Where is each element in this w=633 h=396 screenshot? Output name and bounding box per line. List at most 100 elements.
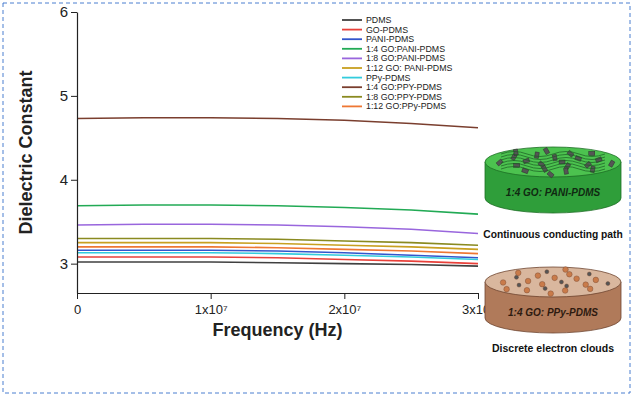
particle (587, 272, 591, 276)
flake (589, 151, 595, 155)
particle (606, 282, 610, 286)
caption: Discrete electron clouds (492, 342, 614, 354)
x-tick-label: 1x10⁷ (195, 302, 228, 317)
y-tick: 6 (60, 3, 77, 20)
y-axis: 3 4 5 6 (60, 3, 78, 293)
x-tick: 1x10⁷ (195, 293, 228, 317)
legend-item: PPy-PDMS (342, 73, 411, 83)
y-tick-mark (71, 180, 77, 181)
legend-swatch (342, 106, 362, 108)
illustration-ppy (485, 267, 621, 333)
particle (587, 286, 593, 292)
legend-label: 1:12 GO:PPy-PDMS (366, 101, 446, 111)
legend: PDMSGO-PDMSPANI-PDMS1:4 GO:PANI-PDMS1:8 … (342, 15, 452, 111)
particle (593, 277, 599, 283)
legend-swatch (342, 48, 362, 50)
chain (501, 158, 605, 163)
series-line (77, 247, 478, 254)
legend-item: 1:12 GO:PPy-PDMS (342, 101, 446, 111)
flake (543, 147, 549, 154)
series-line (77, 224, 478, 233)
y-tick-label: 3 (60, 255, 68, 272)
annotation: 1:4 GO: PPy-PDMS (508, 307, 598, 318)
x-tick-mark (478, 293, 479, 299)
y-axis-line (77, 13, 78, 294)
legend-item: 1:4 GO:PANI-PDMS (342, 44, 445, 54)
series-line (77, 205, 478, 214)
legend-label: 1:8 GO:PPY-PDMS (366, 92, 442, 102)
y-tick-label: 6 (60, 3, 68, 20)
particle (559, 280, 563, 284)
chain (501, 167, 605, 172)
series-line (77, 118, 478, 128)
y-tick-mark (71, 12, 77, 13)
x-tick: 2x10⁷ (328, 293, 361, 317)
legend-swatch (342, 58, 362, 60)
frame (3, 3, 630, 393)
x-tick: 0 (74, 293, 81, 317)
particle (525, 278, 531, 284)
particle (535, 273, 541, 279)
particle (524, 287, 530, 293)
legend-item: PANI-PDMS (342, 34, 414, 44)
particle (517, 283, 521, 287)
legend-item: PDMS (342, 15, 392, 25)
flake (547, 171, 554, 178)
y-tick: 3 (60, 255, 77, 272)
chain (501, 155, 605, 160)
particle (565, 284, 569, 288)
particle (539, 281, 545, 287)
particle (552, 275, 558, 281)
flake (608, 160, 614, 167)
illustration-pani (485, 147, 621, 213)
chart: 01x10⁷2x10⁷3x10⁷3456Frequency (Hz)Dielec… (0, 0, 633, 396)
particle (548, 291, 554, 297)
legend-swatch (342, 86, 362, 88)
legend-label: PDMS (366, 15, 392, 25)
legend-label: 1:4 GO:PPY-PDMS (366, 82, 442, 92)
x-tick-mark (344, 293, 345, 299)
x-tick-mark (77, 293, 78, 299)
particle (515, 270, 521, 276)
chain (501, 152, 605, 157)
legend-item: GO-PDMS (342, 25, 408, 35)
legend-label: 1:4 GO:PANI-PDMS (366, 44, 445, 54)
y-axis-title: Dielectric Constant (16, 70, 36, 234)
particle (563, 267, 569, 273)
y-tick-label: 5 (60, 87, 68, 104)
legend-label: 1:8 GO:PANI-PDMS (366, 53, 445, 63)
x-axis-line (78, 293, 479, 294)
legend-swatch (342, 19, 362, 21)
flake (522, 168, 529, 174)
caption: Continuous conducting path (483, 229, 623, 240)
chain (501, 161, 605, 166)
legend-label: 1:12 GO: PANI-PDMS (366, 63, 452, 73)
particle (583, 282, 589, 288)
y-tick: 5 (60, 87, 77, 104)
x-axis-title: Frequency (Hz) (212, 320, 342, 340)
annotation: 1:4 GO: PANI-PDMS (506, 187, 601, 198)
particle (504, 286, 510, 292)
legend-label: PPy-PDMS (366, 73, 411, 83)
series-line (77, 238, 478, 245)
legend-swatch (342, 38, 362, 40)
particle (567, 271, 573, 277)
chain (501, 164, 605, 169)
flake (534, 152, 539, 159)
x-tick-mark (211, 293, 212, 299)
legend-swatch (342, 96, 362, 98)
legend-label: PANI-PDMS (366, 34, 414, 44)
legend-item: 1:8 GO:PPY-PDMS (342, 92, 442, 102)
legend-item: 1:8 GO:PANI-PDMS (342, 53, 445, 63)
y-tick-mark (71, 264, 77, 265)
legend-swatch (342, 29, 362, 31)
series-line (77, 253, 478, 260)
series-line (77, 262, 478, 266)
particle (543, 286, 547, 290)
particle (562, 288, 568, 294)
cylinder-top (485, 267, 621, 297)
particle (500, 280, 506, 286)
y-tick-label: 4 (60, 171, 68, 188)
legend-swatch (342, 67, 362, 69)
legend-item: 1:4 GO:PPY-PDMS (342, 82, 442, 92)
